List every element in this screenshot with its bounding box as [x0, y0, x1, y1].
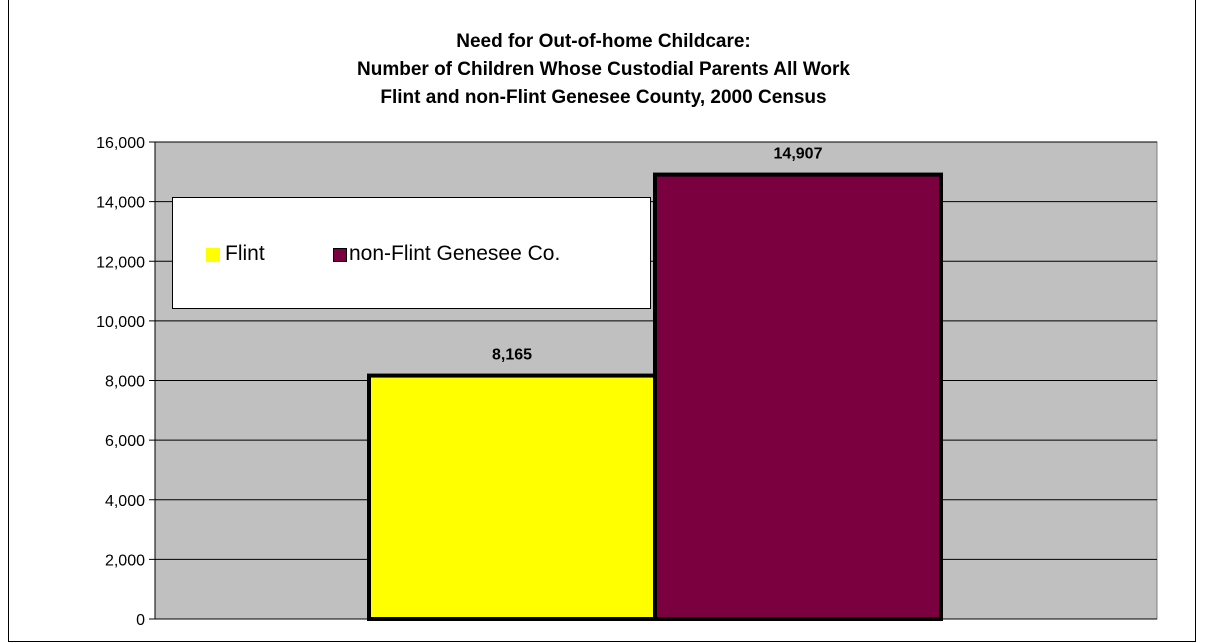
legend-swatch-flint [206, 248, 220, 262]
y-tick-label: 16,000 [96, 135, 145, 152]
y-axis: 0 2,000 4,000 6,000 8,000 10,000 12,000 14,000 1… [96, 135, 1157, 629]
chart-frame [8, 0, 1196, 642]
y-tick-label: 12,000 [96, 254, 145, 271]
bar-nonflint [653, 172, 943, 622]
data-labels: 8,165 14,907 [492, 146, 823, 364]
y-tick-label: 0 [136, 612, 145, 629]
legend-label-nonflint: non-Flint Genesee Co. [349, 242, 561, 265]
y-tick-label: 2,000 [105, 552, 145, 569]
data-label-nonflint: 14,907 [774, 146, 823, 163]
chart-title: Need for Out-of-home Childcare: Number o… [0, 28, 1207, 112]
y-tick-label: 6,000 [105, 433, 145, 450]
y-tick-label: 10,000 [96, 314, 145, 331]
title-line-2: Number of Children Whose Custodial Paren… [357, 59, 850, 80]
legend-swatch-nonflint [333, 248, 347, 262]
y-tick-label: 4,000 [105, 493, 145, 510]
data-label-flint: 8,165 [492, 347, 532, 364]
title-line-1: Need for Out-of-home Childcare: [456, 31, 751, 52]
legend-label-flint: Flint [225, 242, 265, 265]
y-tick-label: 8,000 [105, 374, 145, 391]
bar-flint [367, 373, 657, 621]
legend: Flint non-Flint Genesee Co. [172, 197, 651, 309]
title-line-3: Flint and non-Flint Genesee County, 2000… [380, 87, 827, 108]
bars [367, 172, 943, 622]
y-tick-label: 14,000 [96, 195, 145, 212]
